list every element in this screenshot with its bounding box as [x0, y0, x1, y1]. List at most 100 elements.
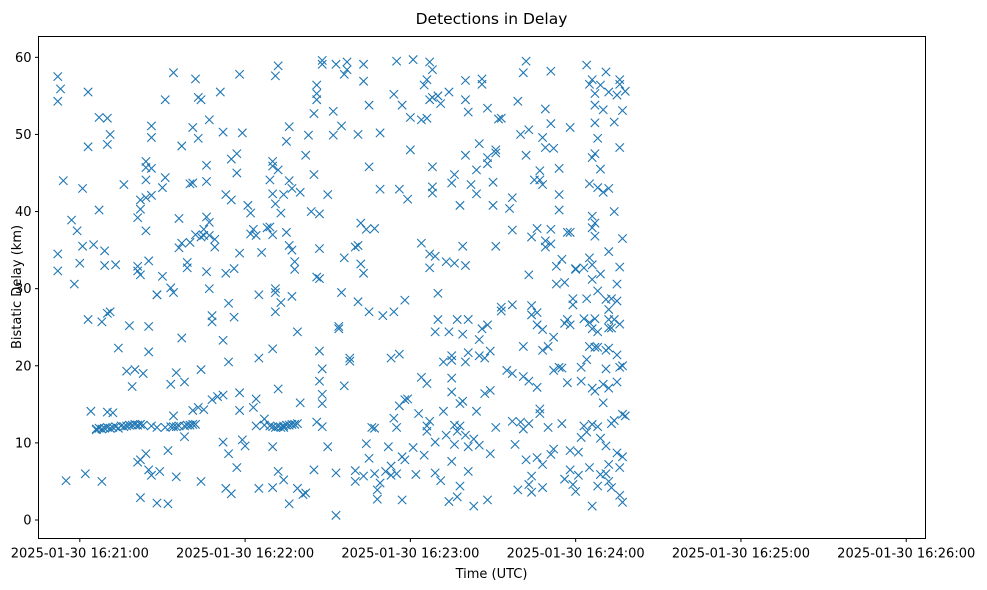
data-point	[361, 439, 371, 449]
data-point	[389, 413, 399, 423]
x-tick-label: 2025-01-30 16:22:00	[176, 547, 314, 562]
data-point	[144, 465, 154, 475]
data-point	[482, 103, 493, 113]
data-point	[364, 100, 374, 110]
data-point	[601, 364, 611, 374]
data-point	[460, 357, 471, 367]
data-point	[160, 173, 170, 183]
data-point	[414, 408, 424, 419]
data-point	[273, 466, 283, 477]
data-point	[171, 368, 181, 378]
data-point	[554, 362, 564, 372]
data-point	[248, 224, 258, 234]
data-point	[265, 175, 275, 185]
data-point	[77, 241, 88, 251]
data-point	[403, 194, 413, 204]
data-point	[389, 307, 399, 317]
data-point	[463, 314, 473, 325]
data-point	[314, 376, 325, 386]
data-point	[83, 314, 93, 325]
data-point	[284, 499, 294, 509]
data-point	[617, 105, 628, 116]
data-point	[554, 205, 564, 215]
data-point	[179, 432, 190, 442]
data-point	[422, 113, 432, 123]
data-point	[188, 419, 198, 429]
data-point	[135, 195, 146, 205]
data-point	[609, 415, 619, 426]
y-tick-label: 30	[15, 282, 32, 297]
data-point	[565, 465, 575, 475]
data-point	[174, 243, 184, 253]
data-point	[587, 274, 597, 284]
data-point	[604, 323, 614, 333]
data-point	[491, 148, 501, 158]
data-point	[229, 312, 239, 322]
data-point	[190, 230, 201, 240]
data-point	[615, 75, 625, 85]
data-point	[122, 366, 132, 376]
data-point	[364, 307, 374, 317]
data-point	[270, 307, 280, 317]
data-point	[133, 266, 143, 276]
data-point	[237, 128, 247, 138]
data-point	[226, 489, 236, 499]
data-point	[383, 442, 393, 452]
data-point	[246, 229, 256, 239]
data-point	[532, 223, 542, 234]
y-tick-label: 0	[23, 513, 31, 528]
data-point	[405, 145, 415, 155]
data-point	[595, 80, 606, 90]
data-point	[287, 291, 297, 301]
data-point	[240, 441, 250, 451]
data-point	[507, 368, 517, 379]
data-point	[455, 200, 465, 210]
data-point	[447, 387, 457, 397]
data-point	[273, 384, 283, 394]
data-point	[532, 452, 542, 463]
data-point	[524, 270, 534, 280]
data-point	[582, 294, 592, 304]
data-point	[75, 258, 85, 268]
y-tick-label: 20	[15, 359, 32, 374]
data-point	[590, 218, 600, 228]
data-point	[425, 416, 435, 426]
data-point	[353, 297, 363, 307]
data-point	[105, 423, 115, 433]
x-tick-label: 2025-01-30 16:21:00	[11, 547, 149, 562]
data-point	[524, 419, 534, 429]
data-point	[474, 351, 484, 361]
data-point	[584, 79, 595, 89]
data-point	[507, 300, 517, 310]
data-point	[312, 272, 322, 282]
data-point	[474, 440, 484, 450]
data-point	[447, 456, 457, 466]
y-tick-label: 40	[15, 205, 32, 220]
data-point	[127, 382, 137, 392]
data-point	[133, 261, 143, 271]
data-point	[160, 95, 170, 105]
data-point	[356, 259, 366, 269]
data-point	[507, 225, 517, 235]
data-point	[606, 294, 617, 304]
data-point	[460, 75, 471, 86]
data-point	[190, 74, 201, 84]
data-point	[270, 287, 280, 298]
data-point	[584, 253, 595, 263]
data-point	[436, 98, 446, 109]
data-point	[111, 260, 121, 270]
data-point	[89, 240, 99, 250]
data-point	[265, 222, 275, 232]
data-point	[538, 132, 548, 143]
data-point	[279, 189, 289, 200]
data-point	[568, 479, 578, 490]
data-point	[392, 469, 402, 479]
data-point	[441, 257, 451, 267]
data-point	[400, 395, 410, 405]
data-point	[480, 388, 490, 399]
data-point	[196, 365, 206, 375]
data-point	[587, 223, 597, 233]
data-point	[593, 422, 603, 432]
data-point	[447, 355, 457, 365]
data-point	[482, 159, 493, 169]
